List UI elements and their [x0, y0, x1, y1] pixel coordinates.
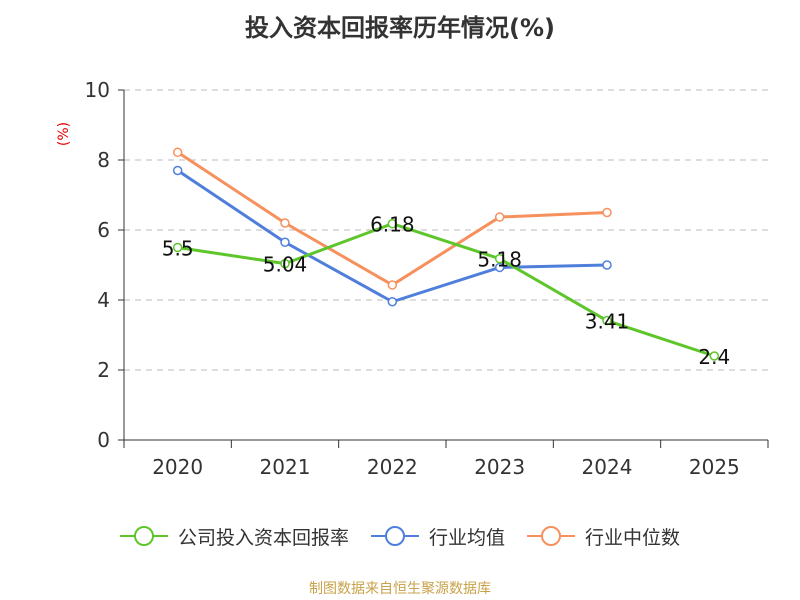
source-footer: 制图数据来自恒生聚源数据库 — [309, 581, 491, 597]
company-series-point — [494, 253, 505, 264]
axes: 0 2 4 6 8 10 2020 2021 2022 2023 2024 2025 — [85, 78, 769, 479]
chart-title: 投入资本回报率历年情况(%) — [245, 14, 555, 42]
data-label: 6.18 — [370, 213, 415, 237]
x-tick-label: 2022 — [367, 455, 418, 479]
legend-label-company: 公司投入资本回报率 — [177, 526, 349, 549]
x-tick-label: 2023 — [474, 455, 525, 479]
company-series-point — [709, 351, 720, 361]
legend-label-industry-mean: 行业均值 — [428, 526, 505, 549]
y-tick-label: 8 — [97, 148, 110, 172]
legend-median-marker — [527, 526, 575, 546]
legend: 公司投入资本回报率 行业均值 行业中位数 — [0, 520, 800, 552]
data-label: 2.4 — [698, 345, 730, 369]
industry-median-series-point — [602, 207, 612, 218]
legend-item-industry-mean[interactable]: 行业均值 — [370, 523, 505, 550]
x-tick-label: 2025 — [689, 455, 740, 479]
industry-mean-series-point — [172, 165, 183, 176]
company-series-line — [177, 222, 715, 358]
company-series-point — [387, 218, 398, 229]
grid-lines — [124, 89, 768, 371]
company-series-point — [280, 258, 290, 269]
x-tick-label: 2024 — [582, 455, 633, 479]
industry-mean-series-point — [280, 237, 290, 247]
y-tick-label: 4 — [97, 288, 110, 312]
industry-median-series-point — [280, 218, 290, 228]
data-label: 5.04 — [263, 253, 308, 277]
industry-mean-series-point — [387, 297, 398, 307]
y-tick-label: 10 — [85, 78, 110, 102]
industry-mean-series-point — [602, 260, 612, 270]
company-series-point — [172, 242, 183, 253]
industry-median-series-point — [494, 212, 505, 222]
data-label: 5.5 — [162, 237, 194, 261]
y-tick-label: 6 — [97, 218, 110, 242]
legend-item-industry-median[interactable]: 行业中位数 — [527, 523, 680, 550]
data-label: 5.18 — [477, 248, 522, 272]
legend-label-industry-median: 行业中位数 — [585, 526, 681, 549]
series-layer — [172, 147, 720, 361]
company-series-point — [602, 315, 612, 326]
legend-company-marker — [119, 526, 168, 546]
y-tick-label: 2 — [97, 358, 110, 382]
industry-median-series-point — [387, 280, 398, 290]
data-labels: 5.5 5.04 6.18 5.18 3.41 2.4 — [162, 213, 730, 369]
x-tick-label: 2021 — [260, 455, 311, 479]
x-tick-label: 2020 — [152, 455, 203, 479]
industry-median-series-point — [172, 147, 183, 158]
legend-mean-marker — [370, 526, 419, 546]
legend-item-company[interactable]: 公司投入资本回报率 — [119, 523, 349, 550]
data-label: 3.41 — [585, 310, 630, 334]
y-tick-label: 0 — [97, 428, 110, 452]
